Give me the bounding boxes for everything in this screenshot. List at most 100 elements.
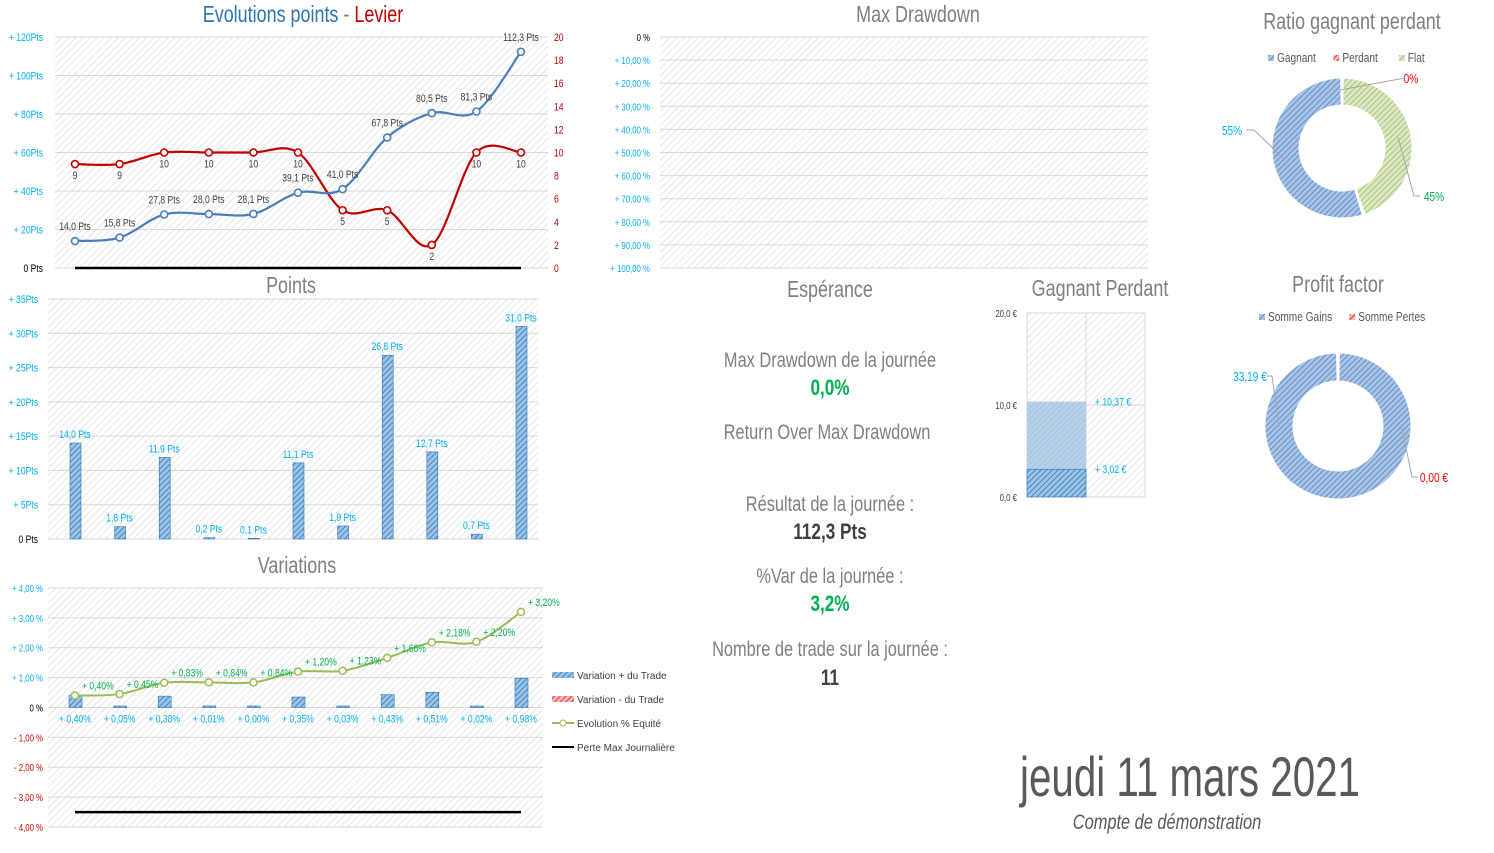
- levier-marker: [70, 159, 80, 169]
- evolution-y-tick: + 80Pts: [14, 109, 43, 121]
- variation-bar-label: + 0,40%: [59, 714, 91, 726]
- variations-y-tick: + 1,00 %: [12, 673, 43, 684]
- donut-data-label: 45%: [1424, 190, 1444, 204]
- max-drawdown-y-tick: + 40,00 %: [615, 124, 650, 135]
- variations-y-tick: - 4,00 %: [14, 822, 43, 833]
- levier-marker: [249, 148, 258, 157]
- variation-bar: [470, 705, 484, 708]
- donut-legend-label: Perdant: [1342, 51, 1378, 65]
- variation-bar-label: + 0,03%: [327, 714, 359, 726]
- evolution-y-tick: + 100Pts: [9, 71, 43, 83]
- variation-bar: [202, 705, 217, 708]
- evolution-y2-tick: 6: [554, 194, 559, 206]
- points-marker: [159, 210, 169, 219]
- evolution-y2-tick: 18: [554, 55, 564, 67]
- points-bar: [515, 326, 528, 540]
- max-drawdown-chart-title: Max Drawdown: [856, 1, 980, 27]
- trades-count-label: Nombre de trade sur la journée :: [712, 638, 948, 661]
- evolution-y-tick: + 20Pts: [14, 225, 43, 237]
- donut-slice-gagnant: [1271, 77, 1363, 219]
- max-drawdown-y-tick: + 20,00 %: [615, 78, 650, 89]
- equity-data-label: + 0,83%: [171, 668, 203, 680]
- max-drawdown-day-label: Max Drawdown de la journée: [723, 349, 937, 372]
- levier-data-label: 10: [204, 159, 214, 171]
- points-bar: [203, 537, 216, 540]
- account-name: Compte de démonstration: [1072, 811, 1262, 834]
- points-bar-label: 0,7 Pts: [463, 520, 490, 532]
- equity-marker: [70, 691, 80, 700]
- equity-marker: [427, 638, 437, 647]
- points-y-tick: + 5Pts: [13, 500, 38, 512]
- variation-bar-label: + 0,43%: [371, 714, 403, 726]
- gagnant-perdant-y-tick: 10,0 €: [995, 400, 1017, 411]
- points-data-label: 67,8 Pts: [371, 118, 403, 130]
- equity-marker: [382, 653, 392, 663]
- max-drawdown-y-tick: + 10,00 %: [615, 55, 650, 66]
- points-bar-label: 31,0 Pts: [505, 313, 537, 325]
- equity-marker: [115, 689, 124, 699]
- points-y-tick: + 35Pts: [9, 294, 38, 306]
- points-marker: [293, 188, 303, 198]
- evolution-y-tick: + 60Pts: [14, 148, 43, 160]
- gagnant-perdant-label: + 3,02 €: [1095, 464, 1127, 476]
- equity-marker: [338, 666, 347, 676]
- donut-data-label: 33,19 €: [1233, 370, 1267, 384]
- var-day-value: 3,2%: [810, 591, 850, 616]
- points-bar-label: 26,8 Pts: [371, 341, 403, 353]
- points-data-label: 15,8 Pts: [104, 218, 136, 230]
- points-y-tick: + 15Pts: [9, 431, 38, 443]
- points-bar-label: 12,7 Pts: [416, 438, 448, 450]
- perdant-bar: [1026, 468, 1087, 498]
- variations-legend-label: Variation - du Trade: [577, 695, 665, 706]
- levier-marker: [159, 148, 169, 157]
- equity-data-label: + 1,66%: [394, 643, 426, 655]
- gagnant-perdant-y-tick: 0,0 €: [1000, 492, 1017, 503]
- variation-bar-label: + 0,00%: [238, 714, 270, 726]
- levier-data-label: 10: [249, 159, 259, 171]
- legend-swatch: [1268, 55, 1274, 61]
- levier-data-label: 9: [73, 170, 78, 182]
- variations-y-tick: - 2,00 %: [14, 762, 43, 773]
- variation-bar-label: + 0,38%: [148, 714, 180, 726]
- profit-factor-chart-title: Profit factor: [1292, 271, 1384, 297]
- levier-marker: [516, 148, 526, 157]
- evolution-y2-tick: 20: [554, 32, 564, 44]
- points-marker: [115, 233, 124, 242]
- levier-data-label: 10: [293, 159, 303, 171]
- points-bar: [292, 462, 305, 540]
- evolution-y2-tick: 0: [554, 263, 559, 275]
- points-marker: [427, 108, 437, 118]
- donut-data-label: 0,00 €: [1420, 471, 1449, 485]
- levier-data-label: 10: [159, 159, 169, 171]
- points-bar-label: 11,9 Pts: [149, 443, 180, 455]
- variation-bar-label: + 0,05%: [104, 714, 136, 726]
- legend-swatch: [552, 696, 574, 702]
- donut-legend-label: Flat: [1408, 51, 1426, 65]
- evolution-y-tick: 0 Pts: [23, 263, 43, 275]
- variation-bar-label: + 0,35%: [282, 714, 314, 726]
- legend-swatch: [552, 672, 574, 678]
- title-points: Evolutions points: [202, 1, 339, 27]
- equity-data-label: + 0,45%: [127, 679, 159, 691]
- variations-legend-label: Variation + du Trade: [577, 671, 667, 682]
- equity-data-label: + 3,20%: [528, 597, 560, 609]
- equity-data-label: + 1,20%: [305, 657, 337, 669]
- evolution-y2-tick: 14: [554, 101, 564, 113]
- variations-y-tick: - 3,00 %: [14, 792, 43, 803]
- levier-marker: [472, 148, 481, 157]
- variation-bar-label: + 0,51%: [416, 714, 448, 726]
- leader-line: [1247, 129, 1286, 161]
- title-separator: -: [338, 1, 355, 27]
- levier-data-label: 2: [429, 251, 434, 263]
- variation-bar: [157, 695, 172, 708]
- max-drawdown-y-tick: + 50,00 %: [615, 148, 650, 159]
- points-chart-title: Points: [266, 272, 316, 298]
- result-day-value: 112,3 Pts: [793, 519, 867, 544]
- result-day-label: Résultat de la journée :: [745, 493, 915, 516]
- variation-bar-label: + 0,02%: [461, 714, 493, 726]
- equity-marker: [472, 637, 481, 647]
- variations-y-tick: - 1,00 %: [14, 732, 43, 743]
- donut-legend-label: Somme Gains: [1268, 310, 1332, 324]
- points-data-label: 28,1 Pts: [238, 194, 270, 206]
